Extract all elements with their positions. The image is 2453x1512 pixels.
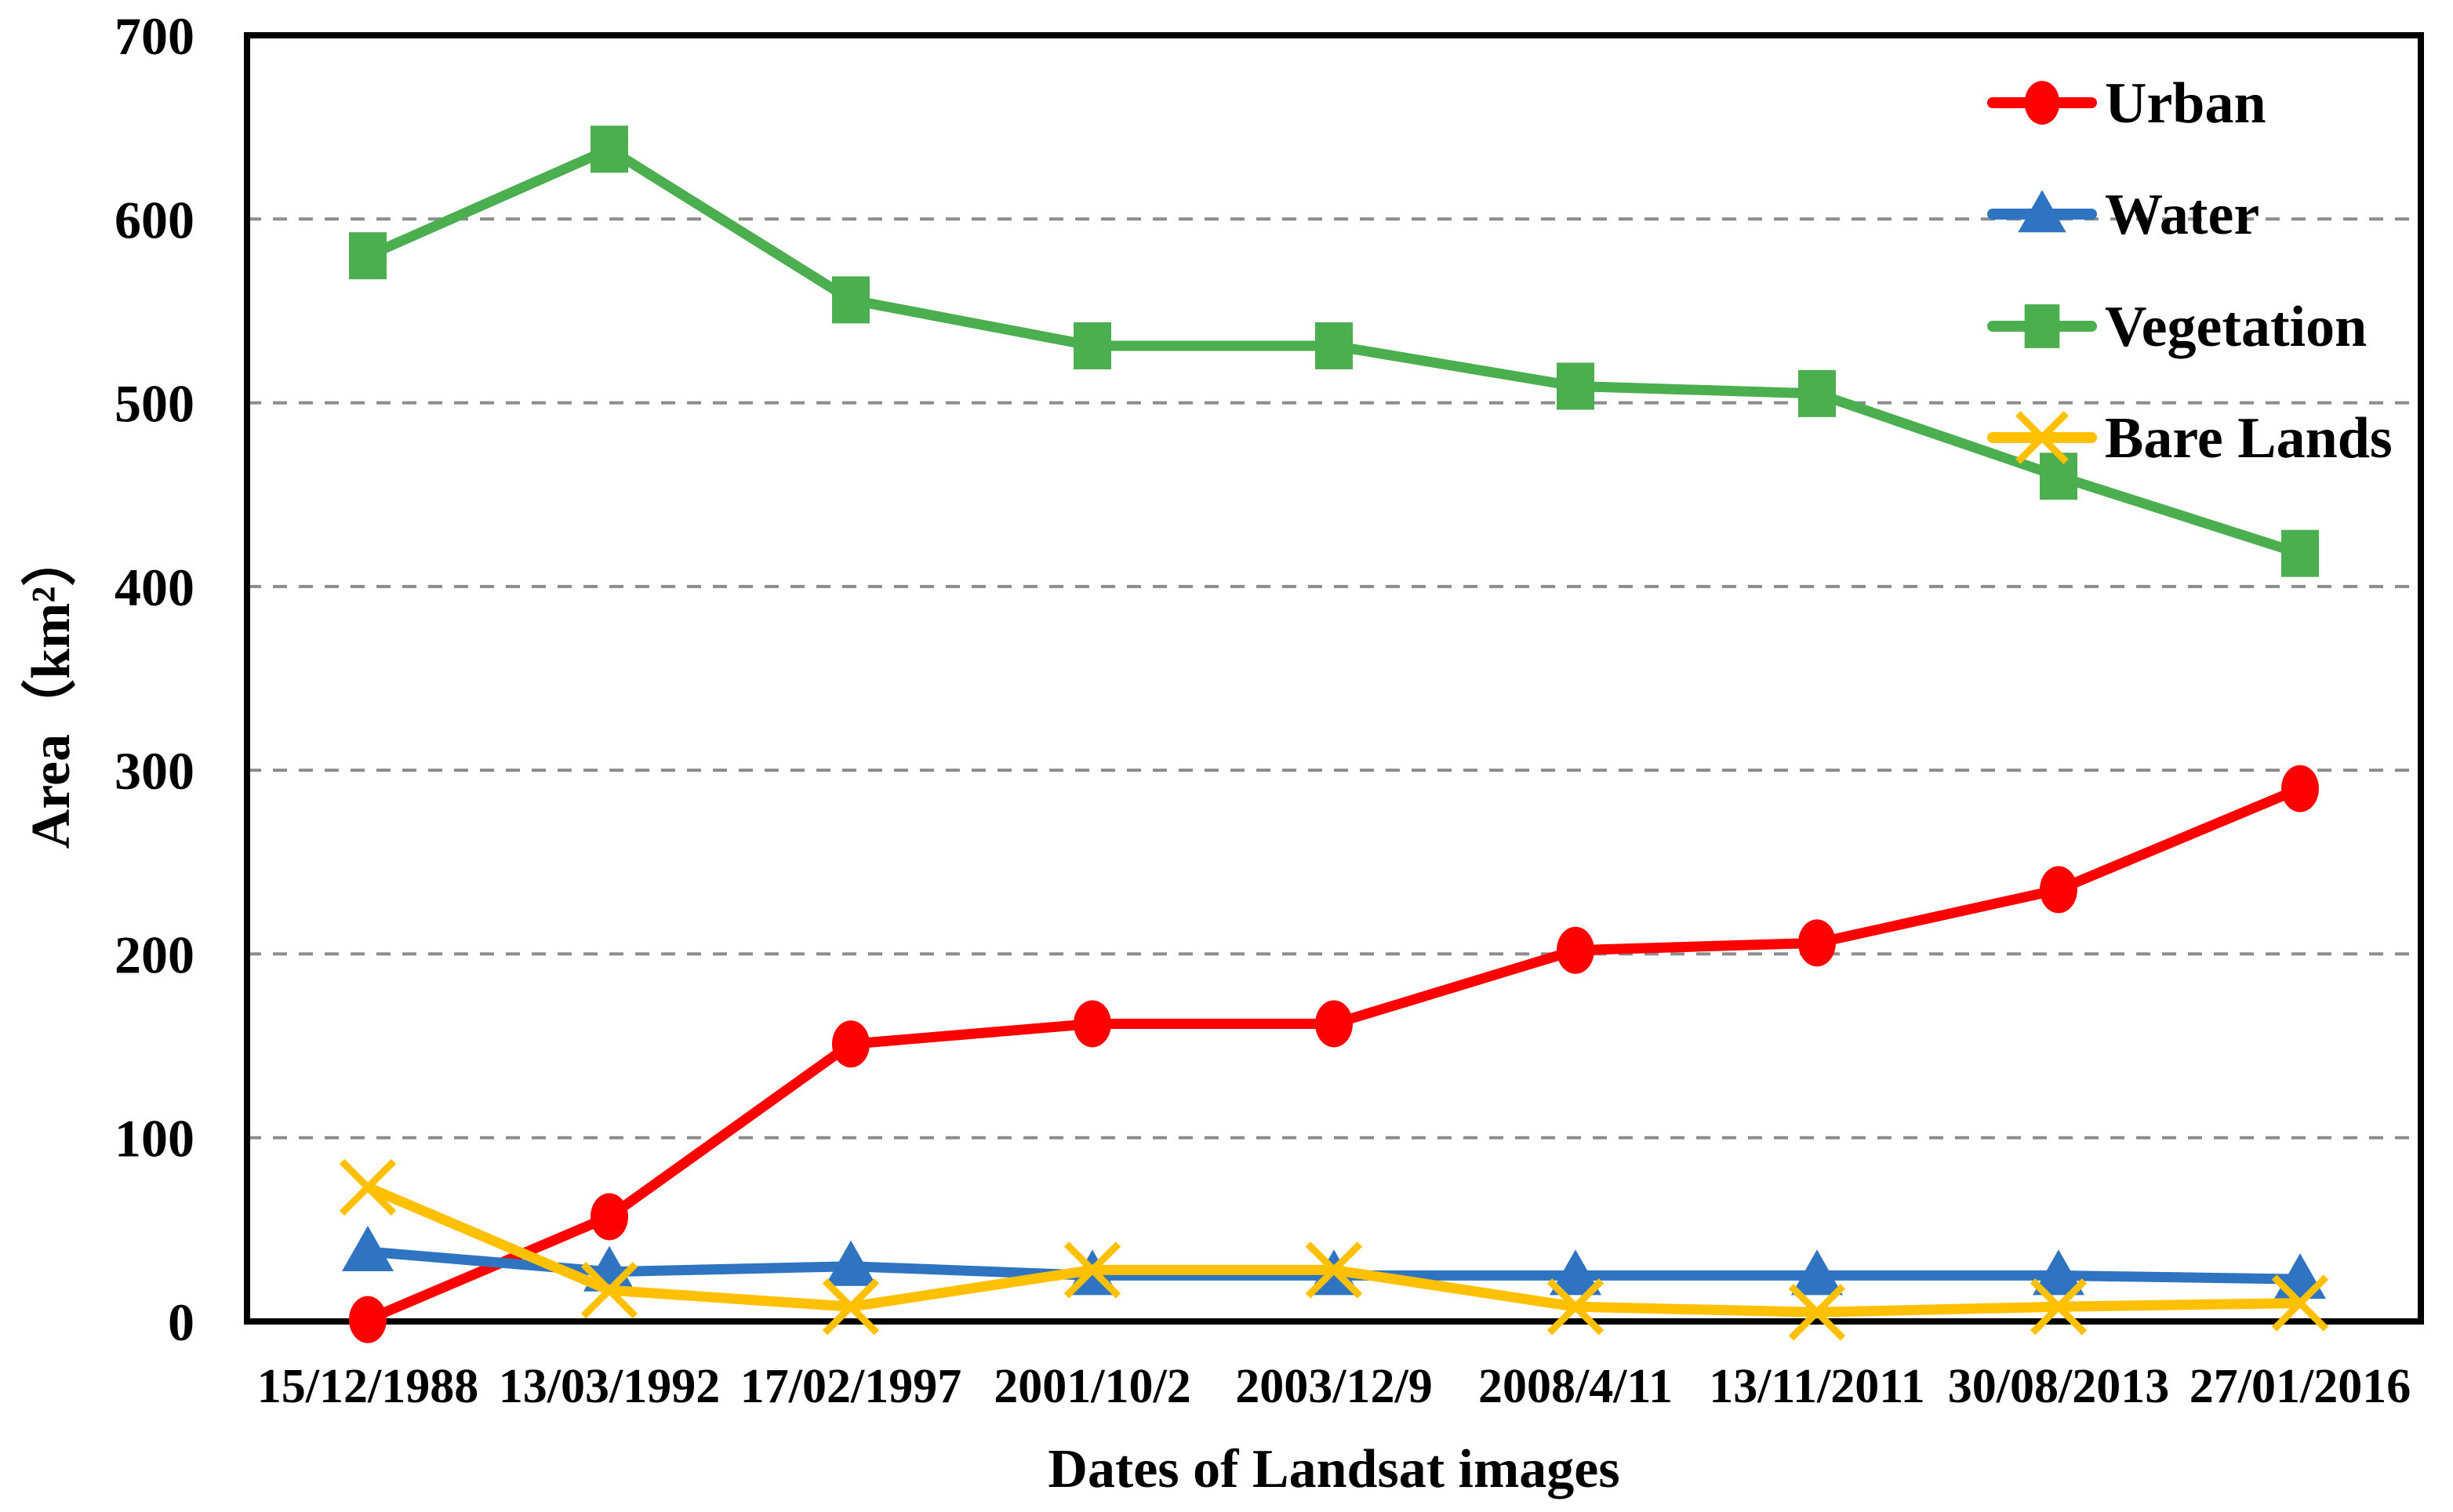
square-marker [2281,529,2319,577]
triangle-marker [2018,190,2066,233]
y-tick-label-200: 200 [114,925,194,984]
circle-marker [1315,1000,1353,1048]
legend-item-vegetation: Vegetation [1987,295,2367,359]
x-marker-stroke [2030,1278,2088,1336]
circle-marker [591,1193,628,1241]
legend-label-water: Water [2105,183,2259,247]
circle-marker [349,1296,387,1343]
x-marker-stroke [580,1261,638,1319]
y-axis-title: Area（km²） [20,532,82,849]
series-markers-bare-lands [339,1158,2329,1341]
legend-item-bare-lands: Bare Lands [1987,406,2393,471]
x-tick-label: 13/03/1992 [499,1360,720,1413]
triangle-marker [1550,1249,1601,1296]
x-marker-stroke [1546,1278,1604,1336]
legend-label-bare-lands: Bare Lands [2105,406,2393,471]
circle-marker [2281,765,2319,812]
triangle-marker [1791,1249,1843,1296]
square-marker [349,232,387,280]
y-tick-label-600: 600 [114,190,194,249]
series-urban [349,765,2319,1343]
series-line-urban [362,783,2306,1325]
series-vegetation [349,125,2319,577]
x-marker-stroke [1788,1284,1846,1341]
series-markers-vegetation [349,125,2319,577]
circle-marker [832,1020,870,1068]
x-marker-stroke [339,1158,397,1216]
series-bare-lands [339,1158,2329,1341]
square-marker [1074,322,1111,369]
triangle-marker [342,1225,394,1271]
x-axis-tick-labels: 15/12/1988 13/03/1992 17/02/1997 2001/10/2 2… [257,1360,2411,1413]
legend-label-urban: Urban [2105,71,2266,136]
triangle-marker [2033,1249,2084,1296]
x-tick-label: 27/01/2016 [2190,1360,2411,1413]
circle-marker [1557,926,1594,974]
x-tick-label: 13/11/2011 [1709,1360,1925,1413]
triangle-marker [825,1240,877,1286]
legend-item-urban: Urban [1987,71,2266,136]
circle-marker [1798,919,1836,967]
legend: Urban Water Vegetation Bare Lands [1987,71,2393,471]
x-tick-label: 17/02/1997 [740,1360,961,1413]
x-marker-stroke [1063,1241,1121,1299]
gridlines [247,217,2421,1139]
series-layer [339,125,2329,1343]
legend-item-water: Water [1987,183,2259,247]
x-marker-stroke [2015,411,2069,464]
y-tick-label-100: 100 [114,1109,194,1169]
y-tick-label-300: 300 [114,741,194,801]
y-tick-label-0: 0 [168,1292,194,1352]
y-tick-label-500: 500 [114,374,194,434]
square-marker [832,276,870,324]
x-tick-label: 30/08/2013 [1948,1360,2169,1413]
x-marker-stroke [822,1278,880,1336]
circle-marker [2040,866,2077,914]
x-tick-label: 2001/10/2 [994,1360,1190,1413]
circle-marker [1074,1000,1111,1048]
x-tick-label: 15/12/1988 [257,1360,478,1413]
square-marker [1557,362,1594,410]
x-tick-label: 2008/4/11 [1478,1360,1673,1413]
square-marker [1798,369,1836,417]
square-marker [2024,304,2060,348]
x-axis-title: Dates of Landsat images [1048,1439,1619,1499]
y-axis-tick-labels: 0 100 200 300 400 500 600 700 [114,6,194,1352]
y-tick-label-400: 400 [114,558,194,617]
circle-marker [2024,81,2060,125]
plot-border [244,32,2424,1325]
x-tick-label: 2003/12/9 [1235,1360,1432,1413]
x-marker-stroke [1305,1241,1363,1299]
x-marker-stroke [2271,1274,2329,1332]
square-marker [1315,322,1353,369]
series-markers-urban [349,765,2319,1343]
y-tick-label-700: 700 [114,6,194,66]
plot-border-layer [244,32,2424,1325]
square-marker [2040,453,2077,500]
legend-label-vegetation: Vegetation [2105,295,2367,359]
square-marker [591,125,628,173]
